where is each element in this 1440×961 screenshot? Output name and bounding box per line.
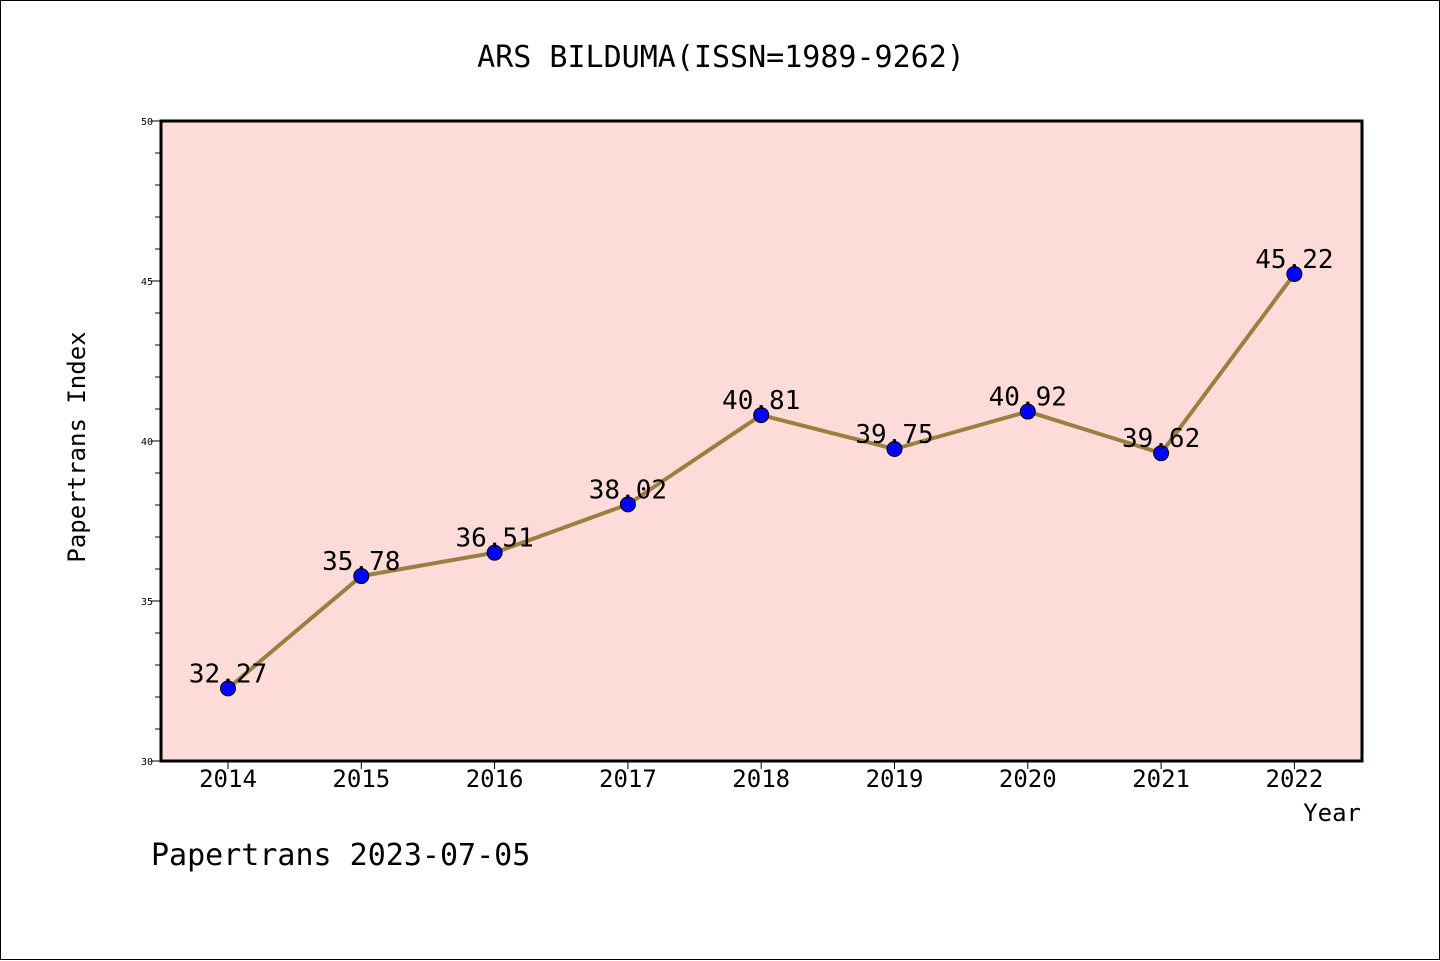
x-tick-label: 2016 — [466, 765, 524, 793]
x-axis-label: Year — [1303, 799, 1361, 827]
x-tick-label: 2022 — [1266, 765, 1324, 793]
x-tick-label: 2020 — [999, 765, 1057, 793]
y-axis-label: Papertrans Index — [63, 331, 91, 562]
y-tick-label: 50 — [141, 117, 153, 128]
y-tick-label: 35 — [141, 597, 153, 608]
data-point — [1153, 445, 1170, 462]
plot-area — [159, 119, 1364, 763]
data-points — [220, 265, 1303, 697]
data-point — [753, 407, 770, 424]
y-tick-label: 40 — [141, 437, 153, 448]
chart-title: ARS BILDUMA(ISSN=1989-9262) — [477, 40, 965, 75]
data-label: 35.78 — [322, 547, 400, 577]
data-label: 40.81 — [722, 386, 800, 416]
y-axis-ticks: 30 35 40 45 50 — [141, 117, 161, 768]
data-point — [220, 680, 236, 697]
x-tick-label: 2017 — [599, 765, 657, 793]
x-tick-label: 2014 — [199, 765, 257, 793]
x-tick-label: 2021 — [1132, 765, 1190, 793]
data-label: 36.51 — [455, 524, 533, 554]
data-label: 32.27 — [189, 659, 267, 689]
x-tick-label: 2018 — [732, 765, 790, 793]
data-point — [619, 496, 636, 513]
data-labels: 32.27 35.78 36.51 38.02 40.81 39.75 40.92 39.62… — [189, 245, 1334, 689]
y-tick-label: 45 — [141, 277, 153, 288]
x-axis-ticks: 2014 2015 2016 2017 2018 2019 2020 2021 2022 — [199, 761, 1323, 793]
data-point — [1019, 403, 1036, 420]
y-tick-label: 30 — [141, 757, 153, 768]
x-tick-label: 2015 — [332, 765, 390, 793]
data-label: 40.92 — [989, 383, 1067, 413]
data-point — [886, 441, 903, 457]
y-minor-ticks — [155, 152, 161, 730]
data-label: 45.22 — [1255, 245, 1333, 275]
data-label: 39.75 — [855, 420, 933, 450]
data-point — [486, 544, 503, 561]
data-point — [1286, 265, 1303, 282]
footer-credit: Papertrans 2023-07-05 — [151, 838, 530, 873]
data-label: 38.02 — [589, 475, 667, 505]
x-tick-label: 2019 — [866, 765, 924, 793]
data-point — [353, 568, 370, 585]
data-label: 39.62 — [1122, 424, 1200, 454]
